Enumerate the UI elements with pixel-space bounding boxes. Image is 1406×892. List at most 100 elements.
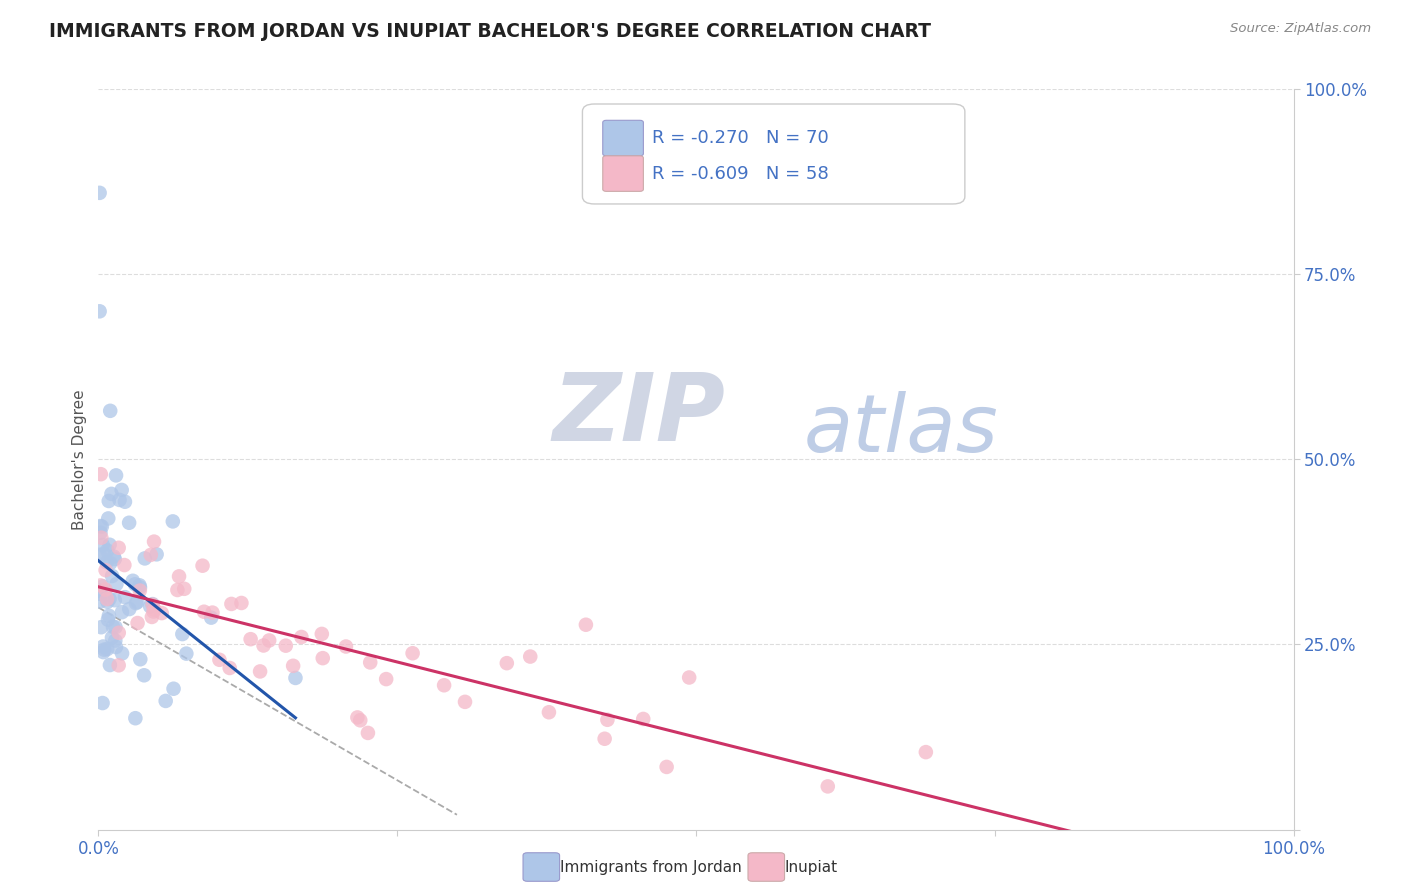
Point xyxy=(118,516,141,530)
Point xyxy=(537,705,560,719)
Point xyxy=(124,577,146,591)
Point xyxy=(111,483,134,497)
Point xyxy=(105,577,128,591)
Point xyxy=(167,569,190,583)
Point xyxy=(359,656,381,670)
Point xyxy=(124,711,146,725)
Point xyxy=(91,696,114,710)
Point xyxy=(97,608,120,623)
Text: Source: ZipAtlas.com: Source: ZipAtlas.com xyxy=(1230,22,1371,36)
Point xyxy=(155,694,177,708)
Point xyxy=(454,695,477,709)
Point xyxy=(357,726,380,740)
Point xyxy=(200,610,222,624)
Point xyxy=(89,519,111,533)
Point xyxy=(127,615,149,630)
Point xyxy=(218,661,240,675)
Point xyxy=(108,492,131,507)
Point xyxy=(678,671,700,685)
Point xyxy=(96,592,118,607)
Point xyxy=(114,590,136,604)
Point xyxy=(173,582,195,596)
Point xyxy=(139,548,162,562)
Point xyxy=(631,712,654,726)
Point xyxy=(93,642,115,657)
Point xyxy=(495,656,517,670)
Point xyxy=(401,646,423,660)
Point xyxy=(98,591,121,606)
Point xyxy=(90,467,112,482)
FancyBboxPatch shape xyxy=(582,104,965,204)
Point xyxy=(104,593,127,607)
Point xyxy=(114,494,136,508)
Point xyxy=(162,681,184,696)
Point xyxy=(433,678,456,692)
Text: atlas: atlas xyxy=(804,391,998,469)
Point xyxy=(281,658,304,673)
Point xyxy=(335,640,357,654)
Point xyxy=(121,574,143,588)
Point xyxy=(129,580,152,594)
Point xyxy=(249,665,271,679)
Point xyxy=(89,594,111,608)
Point xyxy=(208,653,231,667)
Point xyxy=(112,558,135,572)
Point xyxy=(98,556,121,570)
Point xyxy=(104,620,127,634)
Point xyxy=(90,531,112,545)
Point xyxy=(346,710,368,724)
Text: R = -0.609   N = 58: R = -0.609 N = 58 xyxy=(652,165,828,183)
Point xyxy=(290,630,312,644)
Point xyxy=(101,569,124,583)
Point xyxy=(176,647,198,661)
Point xyxy=(96,595,118,609)
Point xyxy=(94,582,117,597)
Point xyxy=(118,602,141,616)
Point xyxy=(575,617,598,632)
Point xyxy=(89,583,111,598)
Point xyxy=(239,632,262,647)
Point xyxy=(128,578,150,592)
Point xyxy=(274,639,297,653)
Point xyxy=(349,714,371,728)
Point xyxy=(90,620,112,634)
Point xyxy=(96,642,118,657)
Point xyxy=(284,671,307,685)
Point xyxy=(125,596,148,610)
Text: R = -0.270   N = 70: R = -0.270 N = 70 xyxy=(652,129,828,147)
Point xyxy=(98,404,121,418)
Point xyxy=(519,649,541,664)
Point xyxy=(94,563,117,577)
Text: Inupiat: Inupiat xyxy=(785,860,838,874)
Point xyxy=(311,627,333,641)
Point xyxy=(97,613,120,627)
Point xyxy=(97,494,120,508)
FancyBboxPatch shape xyxy=(603,120,644,156)
Point xyxy=(101,631,124,645)
Point xyxy=(111,647,134,661)
Point xyxy=(89,304,111,318)
Point xyxy=(145,547,167,561)
Point xyxy=(98,538,121,552)
Point xyxy=(593,731,616,746)
Text: IMMIGRANTS FROM JORDAN VS INUPIAT BACHELOR'S DEGREE CORRELATION CHART: IMMIGRANTS FROM JORDAN VS INUPIAT BACHEL… xyxy=(49,22,931,41)
Point xyxy=(141,610,163,624)
Point xyxy=(128,583,150,598)
Point xyxy=(375,672,398,686)
Point xyxy=(172,627,194,641)
Point xyxy=(129,652,152,666)
Point xyxy=(139,599,162,614)
Point xyxy=(90,578,112,592)
Point xyxy=(127,595,149,609)
FancyBboxPatch shape xyxy=(603,156,644,192)
Point xyxy=(191,558,214,573)
Point xyxy=(193,605,215,619)
Point xyxy=(101,620,124,634)
Point xyxy=(111,605,134,619)
Point xyxy=(231,596,253,610)
Point xyxy=(107,658,129,673)
Point xyxy=(143,534,166,549)
Point xyxy=(89,525,111,540)
Point xyxy=(257,633,280,648)
Point xyxy=(104,552,127,566)
